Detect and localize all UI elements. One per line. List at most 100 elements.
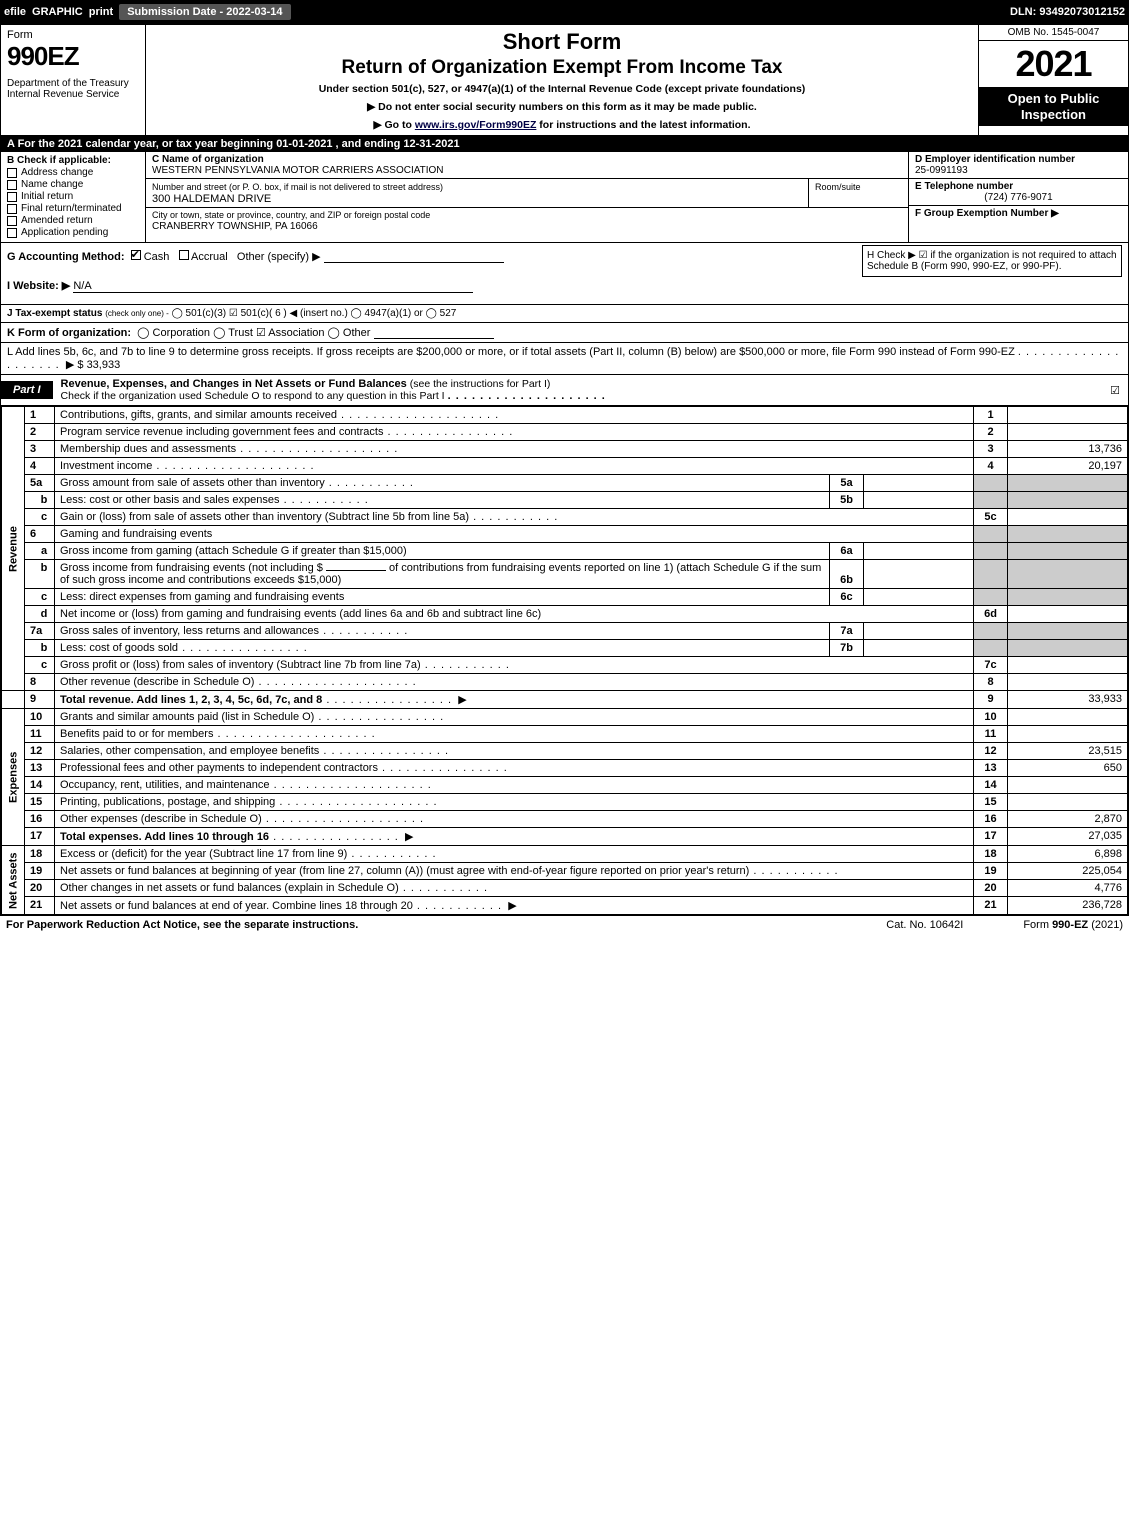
- line-rval: [1008, 657, 1128, 674]
- table-row: Expenses 10 Grants and similar amounts p…: [2, 709, 1128, 726]
- desc-text: Salaries, other compensation, and employ…: [60, 745, 319, 757]
- chk-amended-return[interactable]: Amended return: [7, 215, 139, 226]
- line-num: 13: [25, 760, 55, 777]
- chk-final-return[interactable]: Final return/terminated: [7, 203, 139, 214]
- section-k: K Form of organization: ◯ Corporation ◯ …: [1, 323, 1128, 343]
- ein-label: D Employer identification number: [915, 154, 1075, 165]
- line-num: 14: [25, 777, 55, 794]
- line-rval: [1008, 726, 1128, 743]
- line-num: 2: [25, 424, 55, 441]
- line-rnum: 7c: [974, 657, 1008, 674]
- irs-link[interactable]: www.irs.gov/Form990EZ: [415, 119, 537, 131]
- line-desc: Gross profit or (loss) from sales of inv…: [55, 657, 974, 674]
- header-sub2: ▶ Do not enter social security numbers o…: [154, 101, 970, 113]
- page-footer: For Paperwork Reduction Act Notice, see …: [0, 916, 1129, 934]
- mini-num: 6a: [830, 543, 864, 560]
- table-row: 20 Other changes in net assets or fund b…: [2, 880, 1128, 897]
- section-d: D Employer identification number 25-0991…: [909, 152, 1128, 179]
- line-num: 12: [25, 743, 55, 760]
- line-desc: Net income or (loss) from gaming and fun…: [55, 606, 974, 623]
- section-def: D Employer identification number 25-0991…: [908, 152, 1128, 242]
- table-row: c Less: direct expenses from gaming and …: [2, 589, 1128, 606]
- table-row: c Gross profit or (loss) from sales of i…: [2, 657, 1128, 674]
- j-note: (check only one) -: [105, 309, 169, 318]
- line-num: b: [25, 640, 55, 657]
- line-rval: 20,197: [1008, 458, 1128, 475]
- form-container: Form 990EZ Department of the Treasury In…: [0, 24, 1129, 916]
- line-rnum: 6d: [974, 606, 1008, 623]
- line-desc: Net assets or fund balances at beginning…: [55, 863, 974, 880]
- table-row: 12 Salaries, other compensation, and emp…: [2, 743, 1128, 760]
- table-row: 16 Other expenses (describe in Schedule …: [2, 811, 1128, 828]
- mini-val: [864, 475, 974, 492]
- line-num: d: [25, 606, 55, 623]
- j-label: J Tax-exempt status: [7, 308, 102, 319]
- section-l: L Add lines 5b, 6c, and 7b to line 9 to …: [1, 343, 1128, 375]
- line-num: 4: [25, 458, 55, 475]
- desc-text: Net assets or fund balances at end of ye…: [60, 900, 413, 912]
- table-row: b Gross income from fundraising events (…: [2, 560, 1128, 589]
- line-desc: Less: direct expenses from gaming and fu…: [55, 589, 830, 606]
- print-link[interactable]: print: [89, 6, 113, 18]
- k-label: K Form of organization:: [7, 327, 131, 339]
- dots-icon: [275, 796, 437, 808]
- phone-value: (724) 776-9071: [915, 192, 1122, 203]
- line-rval: [1008, 777, 1128, 794]
- table-row: Revenue 1 Contributions, gifts, grants, …: [2, 407, 1128, 424]
- line-num: 15: [25, 794, 55, 811]
- section-bcdef: B Check if applicable: Address change Na…: [1, 152, 1128, 243]
- line-num: 21: [25, 897, 55, 915]
- chk-initial-return[interactable]: Initial return: [7, 191, 139, 202]
- line-desc: Investment income: [55, 458, 974, 475]
- checkbox-icon: [7, 180, 17, 190]
- part1-title-text: Revenue, Expenses, and Changes in Net As…: [61, 378, 407, 390]
- line-rval: [1008, 794, 1128, 811]
- short-form-title: Short Form: [154, 29, 970, 55]
- line-rnum: 12: [974, 743, 1008, 760]
- line-rnum: 3: [974, 441, 1008, 458]
- line-desc: Program service revenue including govern…: [55, 424, 974, 441]
- line-rnum: 13: [974, 760, 1008, 777]
- form-word: Form: [7, 29, 139, 41]
- line-num: 10: [25, 709, 55, 726]
- dots-icon: [319, 625, 408, 637]
- line-desc: Excess or (deficit) for the year (Subtra…: [55, 846, 974, 863]
- line-rval: 236,728: [1008, 897, 1128, 915]
- line-rval: [1008, 407, 1128, 424]
- desc-text: Gross amount from sale of assets other t…: [60, 477, 325, 489]
- chk-address-change[interactable]: Address change: [7, 167, 139, 178]
- table-row: 4 Investment income 4 20,197: [2, 458, 1128, 475]
- blank-line: [374, 327, 494, 339]
- desc-text: Other expenses (describe in Schedule O): [60, 813, 262, 825]
- table-row: 15 Printing, publications, postage, and …: [2, 794, 1128, 811]
- chk-application-pending[interactable]: Application pending: [7, 227, 139, 238]
- section-f: F Group Exemption Number ▶: [909, 206, 1128, 242]
- dots-icon: [399, 882, 488, 894]
- table-row: b Less: cost of goods sold 7b: [2, 640, 1128, 657]
- table-row: c Gain or (loss) from sale of assets oth…: [2, 509, 1128, 526]
- revenue-vlabel: Revenue: [2, 407, 25, 691]
- line-num: 6: [25, 526, 55, 543]
- line-desc: Gain or (loss) from sale of assets other…: [55, 509, 974, 526]
- dots-icon: [347, 848, 436, 860]
- shade-cell: [1008, 475, 1128, 492]
- line-rval: 2,870: [1008, 811, 1128, 828]
- shade-cell: [1008, 623, 1128, 640]
- shade-cell: [1008, 543, 1128, 560]
- desc-text: Gross profit or (loss) from sales of inv…: [60, 659, 421, 671]
- line-rnum: 9: [974, 691, 1008, 709]
- desc-text: Occupancy, rent, utilities, and maintena…: [60, 779, 270, 791]
- desc-text: Excess or (deficit) for the year (Subtra…: [60, 848, 347, 860]
- org-name: WESTERN PENNSYLVANIA MOTOR CARRIERS ASSO…: [152, 165, 444, 176]
- open-public-badge: Open to Public Inspection: [979, 87, 1128, 126]
- dots-icon: [269, 831, 399, 843]
- section-j: J Tax-exempt status (check only one) - ◯…: [1, 305, 1128, 323]
- chk-name-change[interactable]: Name change: [7, 179, 139, 190]
- line-num: b: [25, 492, 55, 509]
- mini-num: 6b: [830, 560, 864, 589]
- form-number: 990EZ: [7, 41, 139, 72]
- dots-icon: [319, 745, 449, 757]
- expenses-vlabel: Expenses: [2, 709, 25, 846]
- mini-num: 6c: [830, 589, 864, 606]
- checkbox-icon: [7, 204, 17, 214]
